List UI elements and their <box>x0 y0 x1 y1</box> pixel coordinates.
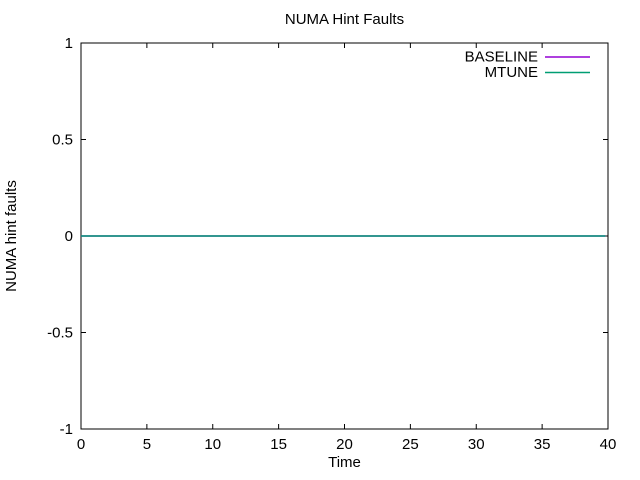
x-tick-label: 20 <box>336 436 353 453</box>
x-tick-label: 5 <box>143 436 151 453</box>
x-tick-label: 25 <box>402 436 419 453</box>
legend-label-baseline: BASELINE <box>465 49 538 66</box>
y-tick-label: -1 <box>60 421 73 438</box>
x-tick-label: 40 <box>600 436 617 453</box>
y-tick-label: -0.5 <box>47 325 73 342</box>
x-tick-label: 30 <box>468 436 485 453</box>
y-tick-label: 1 <box>65 35 73 52</box>
x-tick-label: 0 <box>77 436 85 453</box>
x-tick-label: 35 <box>534 436 551 453</box>
x-tick-label: 15 <box>270 436 287 453</box>
chart-title: NUMA Hint Faults <box>284 11 405 28</box>
x-tick-label: 10 <box>204 436 221 453</box>
y-tick-label: 0 <box>65 228 73 245</box>
y-tick-label: 0.5 <box>52 132 73 149</box>
legend-label-mtune: MTUNE <box>485 64 538 81</box>
x-axis-title: Time <box>328 454 361 471</box>
